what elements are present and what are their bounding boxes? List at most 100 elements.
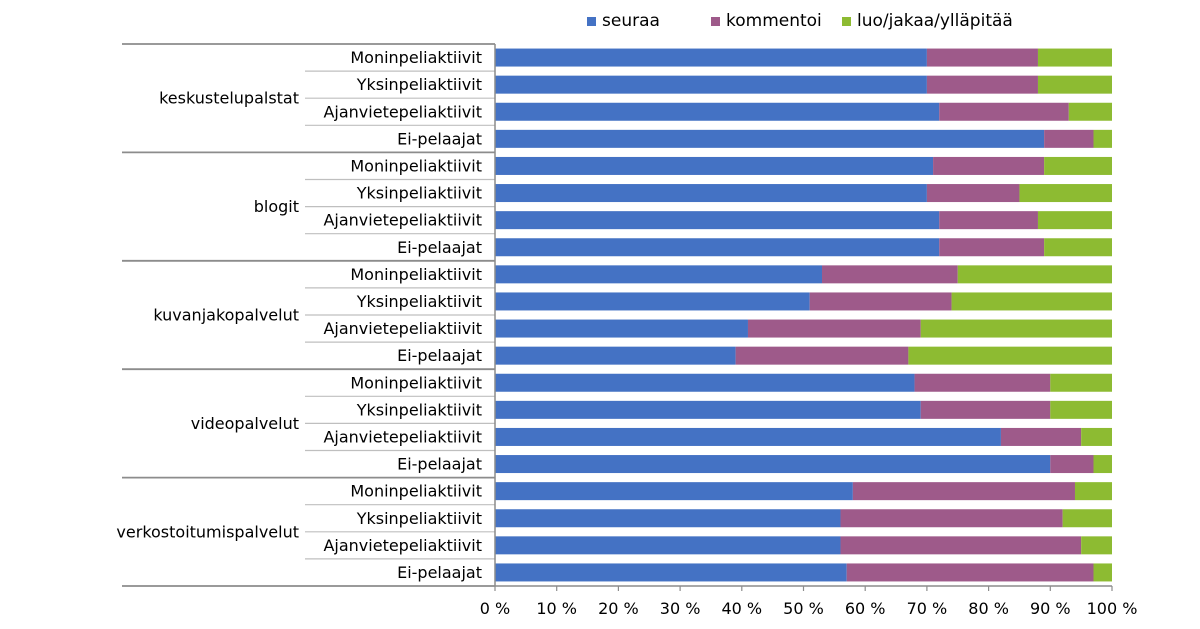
bar-kuvanjakopalvelut-moninpeliaktiivit-seuraa	[495, 265, 823, 284]
row-label: Moninpeliaktiivit	[350, 482, 482, 501]
bar-kuvanjakopalvelut-ei-pelaajat-luo-jakaa-yllapitaa	[908, 346, 1112, 365]
group-labels: keskustelupalstat blogit kuvanjakopalvelut…	[116, 89, 299, 542]
x-tick-label: 80 %	[968, 599, 1009, 618]
row-label: Moninpeliaktiivit	[350, 48, 482, 67]
bar-keskustelupalstat-ei-pelaajat-seuraa	[495, 129, 1045, 148]
x-tick-label: 70 %	[907, 599, 948, 618]
bar-videopalvelut-ei-pelaajat-luo-jakaa-yllapitaa	[1093, 455, 1112, 474]
row-label: Yksinpeliaktiivit	[356, 292, 482, 311]
bar-kuvanjakopalvelut-ajanvietepeliaktiivit-kommentoi	[747, 319, 921, 338]
x-tick-label: 20 %	[598, 599, 639, 618]
bar-keskustelupalstat-ei-pelaajat-luo-jakaa-yllapitaa	[1093, 129, 1112, 148]
bar-blogit-yksinpeliaktiivit-luo-jakaa-yllapitaa	[1019, 184, 1112, 203]
row-label: Yksinpeliaktiivit	[356, 184, 482, 203]
bar-keskustelupalstat-yksinpeliaktiivit-seuraa	[495, 75, 927, 94]
row-label: Ei-pelaajat	[397, 129, 482, 148]
bar-videopalvelut-yksinpeliaktiivit-luo-jakaa-yllapitaa	[1050, 400, 1112, 419]
legend-label-seuraa: seuraa	[602, 11, 660, 31]
bar-kuvanjakopalvelut-moninpeliaktiivit-luo-jakaa-yllapitaa	[957, 265, 1112, 284]
legend-label-luo-jakaa-yllapitaa: luo/jakaa/ylläpitää	[857, 11, 1013, 31]
bar-verkostoitumispalvelut-ajanvietepeliaktiivit-kommentoi	[840, 536, 1082, 555]
x-tick-label: 30 %	[660, 599, 701, 618]
bar-kuvanjakopalvelut-ei-pelaajat-kommentoi	[735, 346, 909, 365]
row-label: Ei-pelaajat	[397, 238, 482, 257]
row-label: Ajanvietepeliaktiivit	[323, 536, 482, 555]
bar-blogit-ajanvietepeliaktiivit-luo-jakaa-yllapitaa	[1037, 211, 1112, 230]
bar-verkostoitumispalvelut-yksinpeliaktiivit-kommentoi	[840, 509, 1063, 528]
x-tick-label: 10 %	[536, 599, 577, 618]
bar-kuvanjakopalvelut-yksinpeliaktiivit-seuraa	[495, 292, 810, 311]
row-labels: Moninpeliaktiivit Yksinpeliaktiivit Ajanvi…	[323, 48, 482, 582]
bar-verkostoitumispalvelut-yksinpeliaktiivit-luo-jakaa-yllapitaa	[1062, 509, 1112, 528]
bar-videopalvelut-ajanvietepeliaktiivit-luo-jakaa-yllapitaa	[1081, 427, 1112, 446]
bar-videopalvelut-yksinpeliaktiivit-seuraa	[495, 400, 921, 419]
row-label: Ei-pelaajat	[397, 346, 482, 365]
x-axis: 0 % 10 % 20 % 30 % 40 % 50 % 60 % 70 % 80 % 90 % 1…	[480, 44, 1138, 618]
bar-keskustelupalstat-ei-pelaajat-kommentoi	[1044, 129, 1094, 148]
bar-keskustelupalstat-moninpeliaktiivit-kommentoi	[926, 48, 1038, 67]
bar-kuvanjakopalvelut-yksinpeliaktiivit-kommentoi	[809, 292, 952, 311]
legend-swatch-kommentoi	[711, 17, 720, 26]
row-label: Yksinpeliaktiivit	[356, 75, 482, 94]
row-label: Yksinpeliaktiivit	[356, 509, 482, 528]
bar-kuvanjakopalvelut-ei-pelaajat-seuraa	[495, 346, 736, 365]
legend-swatch-seuraa	[587, 17, 596, 26]
bar-videopalvelut-moninpeliaktiivit-luo-jakaa-yllapitaa	[1050, 373, 1112, 392]
legend-swatch-luo-jakaa-yllapitaa	[842, 17, 851, 26]
x-tick-label: 50 %	[783, 599, 824, 618]
group-label-kuvanjakopalvelut: kuvanjakopalvelut	[153, 306, 299, 325]
legend: seuraa kommentoi luo/jakaa/ylläpitää	[587, 11, 1013, 31]
bar-videopalvelut-moninpeliaktiivit-kommentoi	[914, 373, 1051, 392]
x-tick-label: 40 %	[721, 599, 762, 618]
group-label-blogit: blogit	[254, 197, 299, 216]
bar-verkostoitumispalvelut-moninpeliaktiivit-kommentoi	[852, 482, 1075, 501]
row-label: Moninpeliaktiivit	[350, 265, 482, 284]
row-label: Ajanvietepeliaktiivit	[323, 102, 482, 121]
bar-blogit-ajanvietepeliaktiivit-kommentoi	[939, 211, 1038, 230]
bar-videopalvelut-yksinpeliaktiivit-kommentoi	[920, 400, 1051, 419]
bar-keskustelupalstat-yksinpeliaktiivit-luo-jakaa-yllapitaa	[1037, 75, 1112, 94]
bar-verkostoitumispalvelut-ajanvietepeliaktiivit-luo-jakaa-yllapitaa	[1081, 536, 1112, 555]
bar-blogit-yksinpeliaktiivit-seuraa	[495, 184, 927, 203]
bar-keskustelupalstat-ajanvietepeliaktiivit-kommentoi	[939, 102, 1069, 121]
bars-area	[495, 48, 1112, 582]
bar-videopalvelut-ajanvietepeliaktiivit-kommentoi	[1000, 427, 1082, 446]
legend-label-kommentoi: kommentoi	[726, 11, 822, 31]
row-label: Ei-pelaajat	[397, 455, 482, 474]
bar-keskustelupalstat-ajanvietepeliaktiivit-luo-jakaa-yllapitaa	[1068, 102, 1112, 121]
bar-verkostoitumispalvelut-moninpeliaktiivit-seuraa	[495, 482, 853, 501]
row-label: Ajanvietepeliaktiivit	[323, 319, 482, 338]
bar-verkostoitumispalvelut-moninpeliaktiivit-luo-jakaa-yllapitaa	[1074, 482, 1112, 501]
row-label: Moninpeliaktiivit	[350, 373, 482, 392]
bar-videopalvelut-ei-pelaajat-kommentoi	[1050, 455, 1094, 474]
x-tick-label: 60 %	[845, 599, 886, 618]
bar-blogit-ei-pelaajat-kommentoi	[939, 238, 1045, 257]
group-label-verkostoitumispalvelut: verkostoitumispalvelut	[116, 522, 299, 541]
bar-blogit-ei-pelaajat-luo-jakaa-yllapitaa	[1044, 238, 1112, 257]
row-label: Ajanvietepeliaktiivit	[323, 211, 482, 230]
bar-kuvanjakopalvelut-moninpeliaktiivit-kommentoi	[822, 265, 958, 284]
bar-verkostoitumispalvelut-ei-pelaajat-luo-jakaa-yllapitaa	[1093, 563, 1112, 582]
row-label: Ei-pelaajat	[397, 563, 482, 582]
bar-blogit-ajanvietepeliaktiivit-seuraa	[495, 211, 940, 230]
row-label: Ajanvietepeliaktiivit	[323, 427, 482, 446]
bar-verkostoitumispalvelut-yksinpeliaktiivit-seuraa	[495, 509, 841, 528]
bar-videopalvelut-moninpeliaktiivit-seuraa	[495, 373, 915, 392]
bar-verkostoitumispalvelut-ei-pelaajat-seuraa	[495, 563, 847, 582]
bar-verkostoitumispalvelut-ei-pelaajat-kommentoi	[846, 563, 1094, 582]
row-label: Moninpeliaktiivit	[350, 156, 482, 175]
bar-verkostoitumispalvelut-ajanvietepeliaktiivit-seuraa	[495, 536, 841, 555]
bar-blogit-yksinpeliaktiivit-kommentoi	[926, 184, 1020, 203]
row-label: Yksinpeliaktiivit	[356, 400, 482, 419]
bar-kuvanjakopalvelut-ajanvietepeliaktiivit-seuraa	[495, 319, 748, 338]
bar-kuvanjakopalvelut-ajanvietepeliaktiivit-luo-jakaa-yllapitaa	[920, 319, 1112, 338]
bar-videopalvelut-ei-pelaajat-seuraa	[495, 455, 1051, 474]
bar-keskustelupalstat-yksinpeliaktiivit-kommentoi	[926, 75, 1038, 94]
bar-kuvanjakopalvelut-yksinpeliaktiivit-luo-jakaa-yllapitaa	[951, 292, 1112, 311]
bar-keskustelupalstat-ajanvietepeliaktiivit-seuraa	[495, 102, 940, 121]
x-tick-label: 100 %	[1087, 599, 1138, 618]
bar-videopalvelut-ajanvietepeliaktiivit-seuraa	[495, 427, 1001, 446]
bar-keskustelupalstat-moninpeliaktiivit-seuraa	[495, 48, 927, 67]
bar-blogit-moninpeliaktiivit-seuraa	[495, 156, 934, 175]
